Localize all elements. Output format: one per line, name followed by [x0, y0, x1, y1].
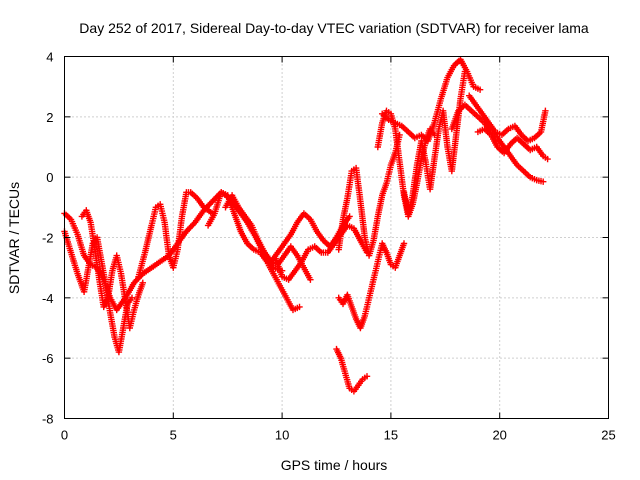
series-N-markers: [400, 68, 469, 217]
x-tick-label: 15: [384, 428, 398, 443]
x-tick-label: 10: [275, 428, 289, 443]
x-axis-ticks: 0 5 10 15 20 25: [61, 56, 616, 443]
x-axis-label: GPS time / hours: [281, 457, 388, 473]
series-M-markers: [379, 56, 484, 145]
y-tick-label: -4: [42, 291, 54, 306]
y-tick-label: 0: [46, 170, 53, 185]
y-tick-label: -6: [42, 351, 54, 366]
series-layer: [61, 56, 551, 395]
series-D-markers: [135, 189, 216, 280]
x-tick-label: 20: [492, 428, 506, 443]
y-tick-label: -2: [42, 231, 54, 246]
series-F-markers: [222, 192, 314, 283]
series-O-markers: [448, 101, 547, 185]
series-P-markers: [466, 92, 549, 145]
y-tick-label: 2: [46, 110, 53, 125]
series-E-markers: [204, 189, 303, 314]
x-tick-label: 25: [601, 428, 615, 443]
series-J-markers: [335, 240, 408, 332]
series-I-markers: [333, 345, 371, 395]
chart-title: Day 252 of 2017, Sidereal Day-to-day VTE…: [79, 20, 589, 36]
x-tick-label: 0: [61, 428, 68, 443]
y-tick-label: -8: [42, 412, 54, 427]
series-Q-markers: [474, 125, 551, 163]
y-axis-ticks: -8 -6 -4 -2 0 2 4: [42, 50, 609, 427]
series-K-markers: [335, 131, 403, 259]
y-tick-label: 4: [46, 50, 53, 65]
x-tick-label: 5: [170, 428, 177, 443]
series-C-markers: [78, 207, 146, 332]
y-axis-label: SDTVAR / TECUs: [6, 182, 22, 294]
